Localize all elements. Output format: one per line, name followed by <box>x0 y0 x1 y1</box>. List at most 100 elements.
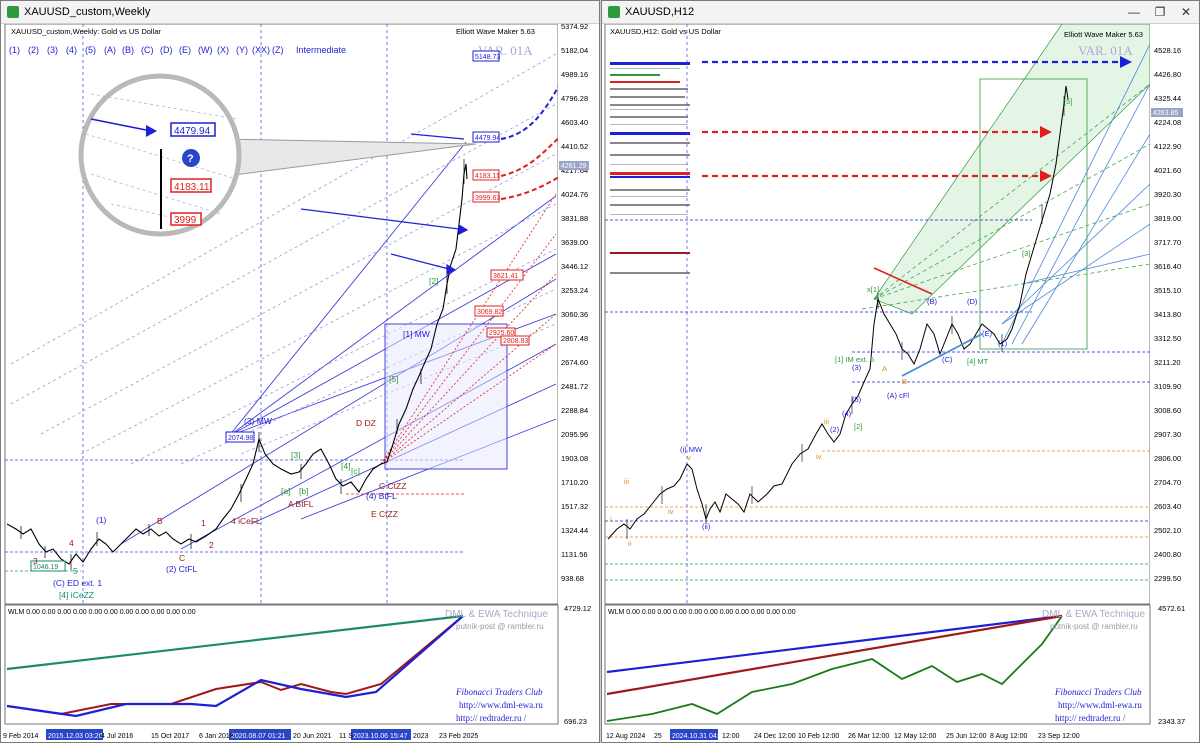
y-tick-label: 1710.20 <box>561 478 588 487</box>
arrowhead <box>1120 56 1132 68</box>
y-tick-label: 1131.56 <box>561 550 588 559</box>
wave-label: 5 <box>73 566 78 576</box>
right-y-axis <box>1150 24 1199 724</box>
wave-button[interactable]: (E) <box>179 45 191 55</box>
left-x-axis <box>1 726 599 742</box>
wave-label: iv <box>668 507 674 516</box>
left-candles <box>20 159 465 570</box>
y-tick-label: 5182.04 <box>561 46 588 55</box>
right-price-series <box>607 85 1069 540</box>
x-tick-label: 8 Aug 12:00 <box>990 733 1027 740</box>
left-url1[interactable]: http://www.dml-ewa.ru <box>459 700 543 710</box>
wave-label: (2) <box>830 425 840 434</box>
y-tick-label: 1903.08 <box>561 454 588 463</box>
wave-button[interactable]: (2) <box>28 45 39 55</box>
wave-label: [1] MW <box>403 329 430 339</box>
wave-label: C CtZZ <box>379 481 406 491</box>
wave-label: (C) ED ext. 1 <box>53 578 102 588</box>
x-tick-label: 2023 <box>413 733 429 740</box>
help-icon <box>182 149 200 167</box>
right-x-axis <box>602 726 1199 742</box>
right-indicator-blue-line <box>606 614 1063 674</box>
close-button[interactable]: ✕ <box>1180 5 1192 19</box>
wave-label: [5] <box>1064 97 1072 106</box>
price-box-target-top: 5148.73 <box>475 54 500 61</box>
wave-label: i <box>610 515 612 524</box>
right-titlebar[interactable]: XAUUSD,H12 — ❐ ✕ <box>602 1 1199 24</box>
wave-button[interactable]: (Y) <box>236 45 248 55</box>
x-tick-label: 11 S <box>339 733 353 740</box>
wave-label: [3] <box>1022 249 1030 258</box>
price-box-low: 1046.19 <box>33 564 58 571</box>
y-tick-label: 3831.88 <box>561 214 588 223</box>
left-wave-buttons[interactable]: (1) (2) (3) (4) (5) (A) (B) (C) (D) (E) (W) (X) (Y) (… <box>9 45 284 55</box>
left-url2[interactable]: http:// redtrader.ru / <box>456 713 527 723</box>
right-chart-canvas[interactable]: XAUUSD,H12: Gold vs US Dollar Elliott Wa… <box>602 24 1200 743</box>
wave-label: [c] <box>351 466 360 476</box>
y-tick-label: 3616.40 <box>1154 262 1181 271</box>
minimize-button[interactable]: — <box>1128 5 1140 19</box>
right-green-box <box>979 78 1088 350</box>
right-indicator-y-top: 4572.61 <box>1158 604 1185 613</box>
right-url1[interactable]: http://www.dml-ewa.ru <box>1058 700 1142 710</box>
right-chart-window[interactable]: XAUUSD,H12 — ❐ ✕ <box>601 0 1200 743</box>
wave-button[interactable]: (5) <box>85 45 96 55</box>
wave-button[interactable]: (1) <box>9 45 20 55</box>
left-x-tick-labels: 9 Feb 2014 2015.12.03 03:204 Jul 2016 15 O… <box>3 729 478 740</box>
left-wave-box <box>384 323 508 470</box>
left-chart-window[interactable]: XAUUSD_custom,Weekly <box>0 0 600 743</box>
x-tick-label: 2023.10.06 15:47 <box>353 733 408 740</box>
wave-button[interactable]: (D) <box>160 45 173 55</box>
x-tick-label: 12 Aug 2024 <box>606 733 645 740</box>
right-indicator-y-bottom: 2343.37 <box>1158 717 1185 726</box>
restore-button[interactable]: ❐ <box>1154 5 1166 19</box>
left-current-price: 4261.29 <box>561 163 586 170</box>
wave-label: [4] iCeZZ <box>59 590 94 600</box>
y-tick-label: 3109.90 <box>1154 382 1181 391</box>
y-tick-label: 3253.24 <box>561 286 588 295</box>
wave-button[interactable]: (Z) <box>272 45 284 55</box>
left-indicator-y-bottom: 696.23 <box>564 717 587 726</box>
left-titlebar[interactable]: XAUUSD_custom,Weekly <box>1 1 599 24</box>
left-indicator-red-line <box>6 615 464 716</box>
right-brand: DML & EWA Technique <box>1042 609 1145 620</box>
wave-label: [4] <box>341 461 350 471</box>
wave-button[interactable]: (3) <box>47 45 58 55</box>
help-icon-glyph[interactable]: ? <box>187 153 194 165</box>
y-tick-label: 2481.72 <box>561 382 588 391</box>
left-degree-label[interactable]: Intermediate <box>296 45 346 55</box>
left-arrows-to-price <box>300 133 469 275</box>
y-tick-label: 4528.16 <box>1154 46 1181 55</box>
wave-button[interactable]: (X) <box>217 45 229 55</box>
x-tick-label: 2015.12.03 03:20 <box>48 733 103 740</box>
wave-label: E CtZZ <box>371 509 398 519</box>
wave-button[interactable]: (W) <box>198 45 213 55</box>
y-tick-label: 3008.60 <box>1154 406 1181 415</box>
left-indicator-teal-line <box>6 614 464 671</box>
left-price-boxes <box>30 50 530 572</box>
wave-button[interactable]: (XX) <box>252 45 270 55</box>
chart-icon <box>608 6 620 18</box>
y-tick-label: 4325.44 <box>1154 94 1181 103</box>
right-blue-trendline <box>901 333 983 377</box>
right-chart-label: XAUUSD,H12: Gold vs US Dollar <box>610 27 721 36</box>
right-url2[interactable]: http:// redtrader.ru / <box>1055 713 1126 723</box>
x-tick-label: 23 Feb 2025 <box>439 733 478 740</box>
wave-label: [a] <box>281 486 290 496</box>
y-tick-label: 2674.60 <box>561 358 588 367</box>
wave-button[interactable]: (B) <box>122 45 134 55</box>
left-chart-canvas[interactable]: 4479.94 4183.11 3999 ? XAUUSD_custom,Wee… <box>1 24 600 743</box>
y-tick-label: 1517.32 <box>561 502 588 511</box>
wave-button[interactable]: (C) <box>141 45 154 55</box>
right-window-title: XAUUSD,H12 <box>625 6 695 18</box>
wave-label: (2) CtFL <box>166 564 197 574</box>
x-tick-label: 23 Sep 12:00 <box>1038 733 1080 740</box>
x-tick-label: 15 Oct 2017 <box>151 733 189 740</box>
wave-label: (C) <box>942 355 953 364</box>
wave-button[interactable]: (A) <box>104 45 116 55</box>
left-magnifier[interactable] <box>78 73 477 237</box>
wave-button[interactable]: (4) <box>66 45 77 55</box>
right-email: putnik-post @ rambler.ru <box>1050 622 1138 631</box>
y-tick-label: 2502.10 <box>1154 526 1181 535</box>
x-tick-label: 9 Feb 2014 <box>3 733 39 740</box>
